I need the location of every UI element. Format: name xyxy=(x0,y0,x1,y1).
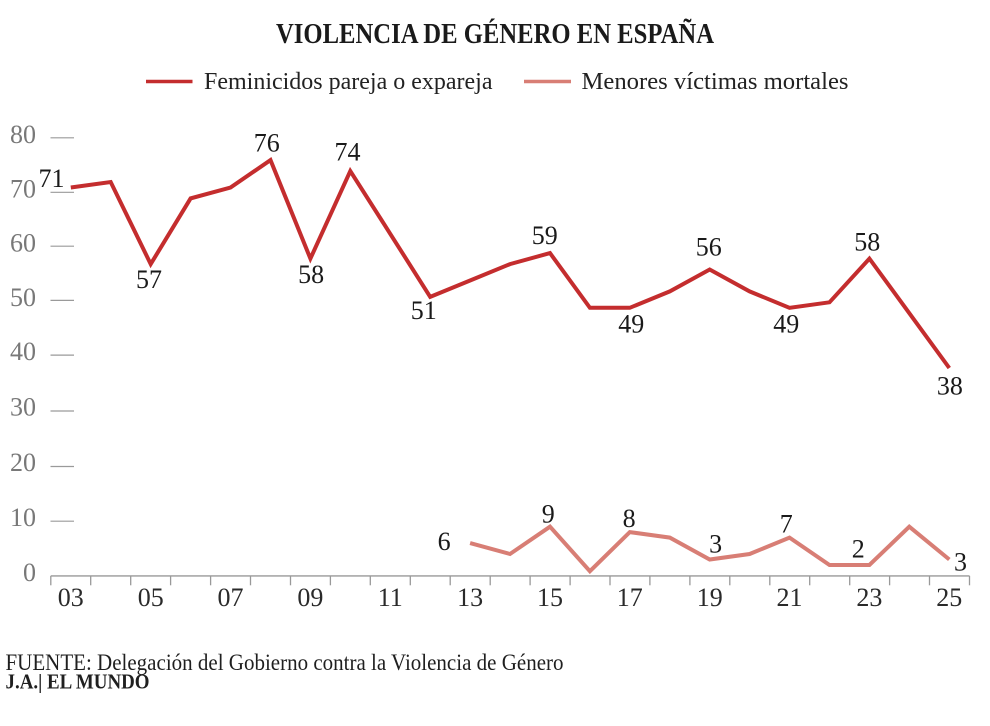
svg-text:50: 50 xyxy=(10,283,36,312)
svg-text:7: 7 xyxy=(780,510,793,539)
svg-text:3: 3 xyxy=(709,530,722,559)
svg-text:56: 56 xyxy=(696,233,722,262)
svg-text:80: 80 xyxy=(10,120,36,149)
svg-text:Menores víctimas mortales: Menores víctimas mortales xyxy=(582,69,849,95)
svg-text:71: 71 xyxy=(39,164,65,193)
svg-text:13: 13 xyxy=(457,583,483,612)
svg-text:19: 19 xyxy=(697,583,723,612)
svg-text:9: 9 xyxy=(542,500,555,529)
svg-text:51: 51 xyxy=(411,296,437,325)
svg-text:74: 74 xyxy=(335,138,361,167)
svg-text:05: 05 xyxy=(138,583,164,612)
svg-text:58: 58 xyxy=(298,260,324,289)
svg-text:70: 70 xyxy=(10,175,36,204)
svg-text:VIOLENCIA DE GÉNERO EN ESPAÑA: VIOLENCIA DE GÉNERO EN ESPAÑA xyxy=(276,17,714,50)
svg-text:6: 6 xyxy=(438,527,451,556)
svg-text:8: 8 xyxy=(623,504,636,533)
svg-text:49: 49 xyxy=(773,310,799,339)
svg-text:2: 2 xyxy=(852,534,865,563)
svg-text:17: 17 xyxy=(617,583,643,612)
svg-text:40: 40 xyxy=(10,337,36,366)
svg-text:23: 23 xyxy=(856,583,882,612)
svg-text:60: 60 xyxy=(10,229,36,258)
svg-text:0: 0 xyxy=(23,558,36,587)
svg-text:11: 11 xyxy=(378,583,403,612)
svg-text:Feminicidos pareja o expareja: Feminicidos pareja o expareja xyxy=(204,69,493,95)
svg-text:58: 58 xyxy=(854,228,880,257)
svg-text:09: 09 xyxy=(297,583,323,612)
svg-text:20: 20 xyxy=(10,448,36,477)
svg-text:49: 49 xyxy=(618,310,644,339)
svg-text:3: 3 xyxy=(954,548,967,577)
svg-text:30: 30 xyxy=(10,393,36,422)
svg-text:FUENTE: Delegación del Gobiern: FUENTE: Delegación del Gobierno contra l… xyxy=(6,650,564,675)
svg-text:03: 03 xyxy=(58,583,84,612)
svg-text:15: 15 xyxy=(537,583,563,612)
svg-text:25: 25 xyxy=(936,583,962,612)
svg-text:59: 59 xyxy=(532,221,558,250)
svg-text:57: 57 xyxy=(136,265,162,294)
svg-text:J.A.| EL MUNDO: J.A.| EL MUNDO xyxy=(6,670,150,694)
svg-text:76: 76 xyxy=(254,129,280,158)
svg-text:10: 10 xyxy=(10,503,36,532)
svg-text:07: 07 xyxy=(218,583,244,612)
svg-text:38: 38 xyxy=(937,372,963,401)
svg-text:21: 21 xyxy=(777,583,803,612)
